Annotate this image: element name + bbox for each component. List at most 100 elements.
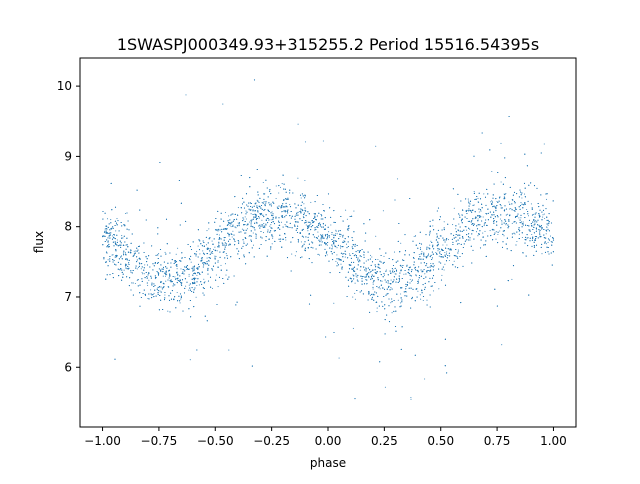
data-point bbox=[256, 199, 258, 201]
data-point bbox=[508, 201, 510, 203]
data-point bbox=[331, 246, 333, 248]
data-point bbox=[417, 279, 420, 281]
data-point bbox=[159, 290, 161, 292]
data-point bbox=[305, 224, 307, 226]
data-point bbox=[140, 268, 142, 270]
data-point bbox=[131, 282, 133, 284]
data-point bbox=[489, 230, 491, 232]
data-point bbox=[469, 228, 471, 230]
data-point bbox=[267, 219, 270, 221]
data-point bbox=[335, 230, 337, 232]
data-point bbox=[252, 244, 255, 246]
data-point bbox=[545, 233, 547, 235]
data-point bbox=[220, 264, 222, 266]
data-point bbox=[196, 250, 198, 252]
data-point bbox=[148, 279, 150, 281]
data-point bbox=[175, 253, 177, 255]
data-point bbox=[453, 207, 455, 209]
data-point bbox=[310, 223, 312, 225]
data-point bbox=[217, 286, 219, 288]
data-point bbox=[276, 206, 278, 208]
data-point bbox=[399, 306, 401, 308]
data-point bbox=[229, 224, 231, 226]
data-point bbox=[410, 271, 413, 273]
data-point bbox=[262, 181, 264, 184]
data-point bbox=[222, 103, 224, 105]
data-point bbox=[174, 276, 176, 278]
data-point bbox=[518, 217, 520, 219]
data-point bbox=[331, 233, 333, 236]
data-point bbox=[328, 231, 330, 233]
data-point bbox=[458, 223, 460, 225]
data-point bbox=[400, 242, 402, 244]
data-point bbox=[298, 210, 300, 213]
data-point bbox=[495, 238, 497, 240]
data-point bbox=[354, 292, 356, 294]
data-point bbox=[377, 279, 379, 281]
data-point bbox=[188, 275, 190, 277]
data-point bbox=[257, 217, 259, 220]
data-point bbox=[224, 263, 227, 265]
data-point bbox=[335, 233, 337, 235]
chart-title: 1SWASPJ000349.93+315255.2 Period 15516.5… bbox=[117, 35, 539, 54]
data-point bbox=[365, 279, 367, 281]
data-point bbox=[437, 250, 439, 252]
data-point bbox=[261, 219, 263, 221]
data-point bbox=[438, 288, 440, 290]
data-point bbox=[359, 260, 361, 262]
data-point bbox=[256, 204, 258, 206]
data-point bbox=[252, 232, 254, 234]
data-point bbox=[466, 229, 468, 231]
data-point bbox=[269, 219, 271, 221]
data-point bbox=[153, 292, 155, 294]
data-point bbox=[508, 208, 511, 210]
data-point bbox=[310, 201, 312, 203]
data-point bbox=[482, 232, 484, 234]
data-point bbox=[216, 250, 218, 252]
data-point bbox=[245, 218, 247, 220]
data-point bbox=[281, 206, 283, 208]
data-point bbox=[184, 266, 186, 268]
data-point bbox=[384, 386, 386, 388]
data-point bbox=[246, 228, 249, 230]
data-point bbox=[382, 210, 384, 212]
data-point bbox=[390, 287, 392, 289]
data-point bbox=[203, 278, 205, 280]
data-point bbox=[211, 240, 213, 242]
data-point bbox=[185, 285, 187, 287]
data-point bbox=[545, 226, 548, 228]
data-point bbox=[475, 231, 478, 233]
data-point bbox=[199, 260, 202, 262]
data-point bbox=[150, 289, 152, 291]
data-point bbox=[355, 275, 357, 277]
data-point bbox=[430, 262, 432, 265]
data-point bbox=[304, 179, 306, 182]
data-point bbox=[235, 227, 237, 229]
data-point bbox=[147, 284, 149, 286]
data-point bbox=[541, 253, 543, 255]
data-point bbox=[430, 240, 432, 242]
data-point bbox=[526, 208, 528, 211]
data-point bbox=[467, 198, 469, 200]
data-point bbox=[441, 274, 443, 276]
data-point bbox=[469, 239, 471, 241]
data-point bbox=[551, 241, 553, 243]
data-point bbox=[123, 269, 125, 271]
data-point bbox=[143, 273, 145, 275]
data-point bbox=[372, 283, 374, 285]
data-point bbox=[179, 302, 181, 304]
data-point bbox=[500, 142, 502, 144]
data-point bbox=[263, 223, 265, 225]
data-point bbox=[523, 193, 526, 195]
data-point bbox=[217, 260, 219, 262]
data-point bbox=[505, 193, 507, 195]
data-point bbox=[336, 233, 338, 235]
data-point bbox=[104, 228, 106, 230]
data-point bbox=[421, 251, 423, 253]
data-point bbox=[206, 230, 208, 232]
data-point bbox=[188, 289, 190, 291]
data-point bbox=[500, 205, 502, 207]
data-point bbox=[145, 256, 147, 258]
data-point bbox=[121, 235, 123, 237]
